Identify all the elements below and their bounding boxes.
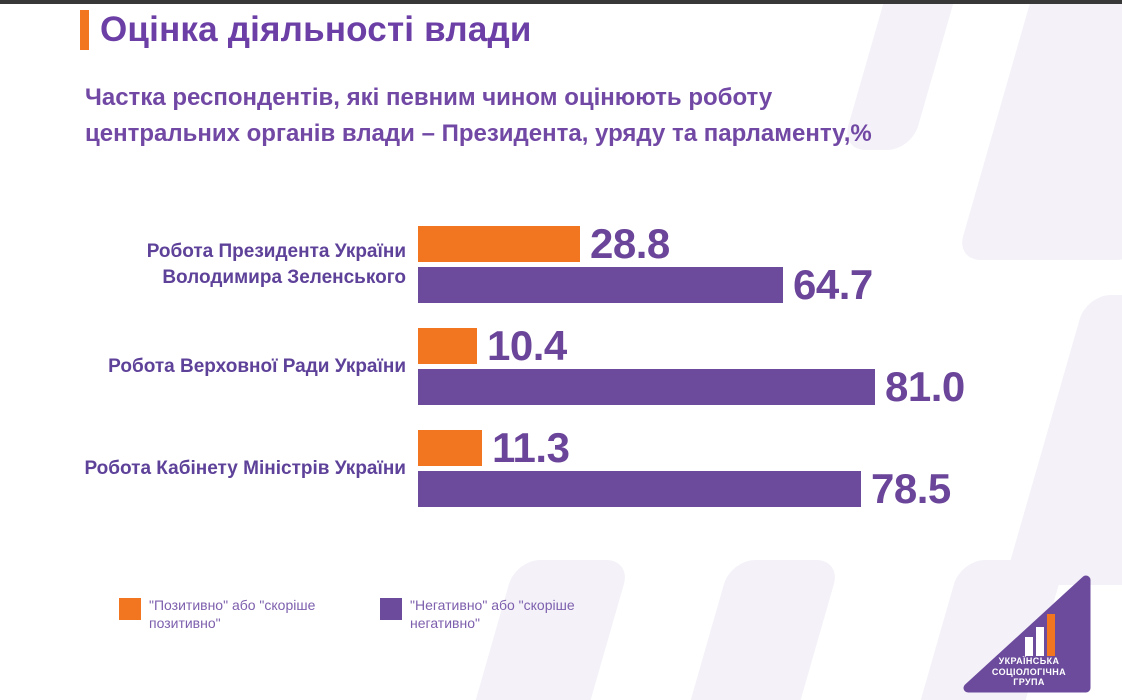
bar-line-negative: 78.5 [418, 465, 951, 512]
category-label-president: Робота Президента України Володимира Зел… [0, 226, 406, 303]
bar-value-negative: 64.7 [793, 261, 873, 308]
logo-triangle-icon [963, 575, 1091, 693]
bar-line-negative: 81.0 [418, 363, 965, 410]
page-title: Оцінка діяльності влади [100, 10, 532, 49]
category-label-line: Робота Президента України [146, 240, 406, 262]
legend-swatch-negative [380, 598, 402, 620]
subtitle-line-1: Частка респондентів, які певним чином оц… [85, 84, 773, 111]
logo-text-line: СОЦІОЛОГІЧНА [991, 666, 1067, 677]
logo-text-line: УКРАЇНСЬКА [998, 656, 1060, 666]
bar-line-negative: 64.7 [418, 261, 873, 308]
bar-positive [418, 430, 482, 466]
bar-value-negative: 78.5 [871, 465, 951, 512]
bar-value-positive: 10.4 [487, 322, 567, 369]
chart-row-parliament: Робота Верховної Ради України 10.4 81.0 [0, 322, 1122, 410]
category-label-line: Володимира Зеленського [162, 266, 406, 288]
legend-text-line: негативно" [410, 615, 480, 631]
legend-swatch-positive [119, 598, 141, 620]
legend-text-line: "Негативно" або "скоріше [410, 597, 575, 613]
category-label-cabinet: Робота Кабінету Міністрів України [0, 430, 406, 507]
bar-line-positive: 28.8 [418, 220, 670, 267]
legend-item-positive: "Позитивно" або "скоріше позитивно" [119, 596, 315, 632]
bar-negative [418, 267, 783, 303]
bar-value-negative: 81.0 [885, 363, 965, 410]
bar-value-positive: 28.8 [590, 220, 670, 267]
chart-row-cabinet: Робота Кабінету Міністрів України 11.3 7… [0, 424, 1122, 512]
bar-line-positive: 10.4 [418, 322, 567, 369]
bar-negative [418, 369, 875, 405]
bar-line-positive: 11.3 [418, 424, 570, 471]
page-subtitle: Частка респондентів, які певним чином оц… [85, 80, 1085, 152]
bar-positive [418, 226, 580, 262]
legend-text-positive: "Позитивно" або "скоріше позитивно" [149, 596, 315, 632]
bar-negative [418, 471, 861, 507]
category-label-line: Робота Кабінету Міністрів України [84, 457, 406, 479]
title-accent-bar [80, 10, 89, 50]
bar-value-positive: 11.3 [492, 424, 570, 471]
legend-item-negative: "Негативно" або "скоріше негативно" [380, 596, 575, 632]
category-label-line: Робота Верховної Ради України [108, 355, 406, 377]
legend-text-line: позитивно" [149, 615, 221, 631]
logo-text: УКРАЇНСЬКА СОЦІОЛОГІЧНА ГРУПА [970, 656, 1088, 688]
logo-text-line: ГРУПА [1013, 677, 1045, 687]
chart-row-president: Робота Президента України Володимира Зел… [0, 220, 1122, 308]
top-dark-strip [0, 0, 1122, 4]
category-label-parliament: Робота Верховної Ради України [0, 328, 406, 405]
org-logo: УКРАЇНСЬКА СОЦІОЛОГІЧНА ГРУПА [956, 568, 1096, 698]
background-stripe [659, 560, 841, 700]
subtitle-line-2: центральних органів влади – Президента, … [85, 120, 872, 147]
legend-text-line: "Позитивно" або "скоріше [149, 597, 316, 613]
bar-positive [418, 328, 477, 364]
legend-text-negative: "Негативно" або "скоріше негативно" [410, 596, 575, 632]
